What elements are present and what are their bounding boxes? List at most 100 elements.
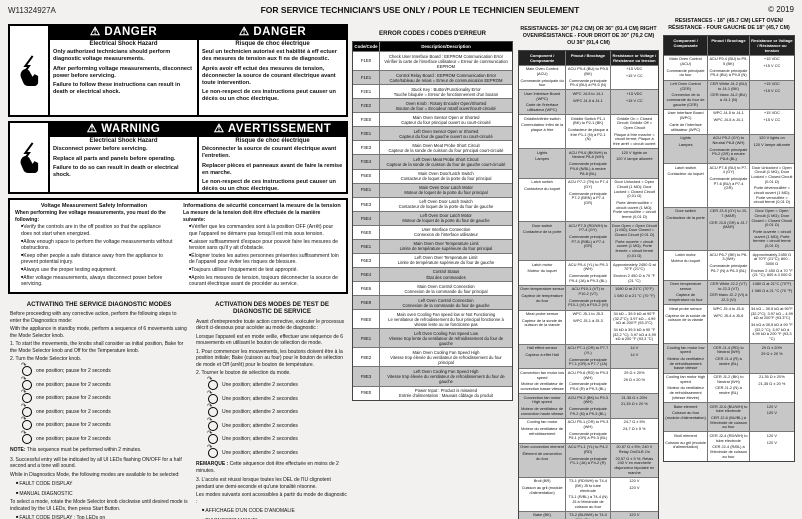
error-code-row: F2E1 Stuck Key : Button/Functionality Er…: [353, 84, 512, 99]
value-fr: 120 V: [766, 410, 777, 416]
pinout-fr: Commande principale P9-6 (R) à P9-3 (BL): [569, 381, 607, 391]
error-code: F6E3: [353, 253, 380, 267]
resistance-row: Griddle/infinite switch Commutateur infi…: [519, 114, 658, 149]
error-code: F8E1: [353, 329, 380, 348]
pinout-cell: ACU P7-5 (RD/WH) to P7-4 (GY) Commande p…: [566, 222, 611, 260]
pinout-cell: ACU P5-1 (OR) to P9-3 (WH) Commande prin…: [566, 418, 611, 443]
resistance-left-rows: Main Oven Control (ACU) Commande princip…: [664, 54, 794, 461]
value-fr: 120 V lampe allumée: [616, 156, 653, 162]
resistance-left-oven-section: RESISTANCES - 18" (45.7 CM) LEFT OVEN/ R…: [663, 18, 795, 462]
diagnostics-modes-intro-fr: Les modes suivants sont accessibles à pa…: [196, 492, 347, 505]
component-fr: Moteur de ventilateur de convection bass…: [520, 381, 564, 391]
value-en: Approximately 2450 Ω at 70°F (21°C): [612, 261, 656, 272]
error-code: F5E1: [353, 183, 380, 197]
value-cell: Approximately 2450 Ω at 70°F (21°C) Envi…: [611, 261, 658, 285]
col-pinout: Pinout / Brochage: [708, 35, 750, 55]
error-description-fr: Connexion de l'interface utilisateur: [414, 232, 478, 238]
component-en: Cooling fan motor high speed: [666, 374, 706, 384]
pinout-fr: Commande principale P7-5 (R/BL) à P7-4 (…: [569, 234, 607, 249]
component-en: Convection fan motor High speed: [523, 394, 561, 405]
error-code: F8E2: [353, 348, 380, 367]
hazard-instruction-line: Après avoir eff ectué des mesures de ten…: [202, 65, 336, 86]
component-en: Left Oven Control (CER): [670, 81, 701, 91]
value-fr: 34 kΩ à 39,5 kΩ à 90 °F (32,2 °C); 3,97 …: [612, 327, 656, 342]
component-cell: Latch switch Contacteur du loquet: [664, 164, 709, 207]
component-en: User Interface Board (WPC): [667, 110, 704, 121]
error-code: F6E6: [353, 282, 380, 296]
value-en: +15 VDC: [626, 66, 643, 72]
error-code-row: F6E9 Left Oven Control Connection Connex…: [353, 295, 512, 310]
value-en: 120 V: [766, 432, 777, 438]
error-description: Oven Knob : Rotary Encoder Open/Shorted …: [380, 99, 512, 112]
knob-step: Une position; attendre 2 secondes: [207, 444, 348, 458]
error-description-en: Main oven Cooling Fan speed low or Not F…: [396, 311, 496, 317]
value-cell: 1080 Ω at 21°C (70°F) 1 080 Ω à 21 °C (7…: [750, 281, 794, 305]
component-en: Griddle/infinite switch: [523, 115, 561, 121]
value-en: 120 V: [629, 512, 640, 518]
resistance-row: Latch switch Contacteur du loquet ACU P7…: [519, 177, 658, 222]
pinout-fr: Commande principale P7-1 (OR) à P7-7 (JA…: [568, 356, 608, 367]
value-cell: Approximately 2450 Ω at 70°F (21°C); 800…: [750, 251, 794, 279]
resistance-row: Latch switch Contacteur du loquet ACU P7…: [664, 163, 794, 207]
pinout-fr: Commande principale P5-1 (OR) à P9-3 (BL…: [568, 430, 608, 441]
pinout-en: ACU P10-1 (VT) to P10-2 (VT): [571, 286, 605, 296]
component-en: Latch switch: [674, 164, 697, 170]
safety-bullet: Toujours utiliser l'équipement de test a…: [189, 267, 341, 274]
resistance-row: User Interface Board (WPC) Carte de l'in…: [519, 89, 658, 115]
resistance-left-table: Component / Composante Pinout / Brochage…: [663, 34, 795, 462]
warning-subtitle-en: Electrical Shock Hazard: [89, 137, 158, 144]
pinout-cell: WPC J4-5 to J4-1 WPC J4-5 à J4-1: [708, 109, 750, 134]
component-fr: Contacteur du loquet: [524, 185, 561, 191]
value-en: 24.7 Ω ± 5%: [623, 419, 646, 425]
value-cell: 120 V 120 V: [750, 432, 794, 460]
resistance-table-header: Component / Composante Pinout / Brochage…: [519, 50, 658, 65]
error-description-en: Main Oven Door/Latch Switch: [418, 171, 474, 177]
component-cell: Door switch Contacteur de la porte: [519, 222, 567, 260]
value-en: Griddle On = Closed Circuit; Griddle Off…: [616, 115, 653, 130]
knob-step-label: Une position; attendre 2 secondes: [222, 395, 298, 402]
value-fr: Porte déverrouillée = circuit ouvert (1 …: [753, 185, 791, 205]
component-fr: Commutateur infini de la plaque à frire: [521, 122, 564, 132]
danger-box: ⚠ DANGER Electrical Shock Hazard Only au…: [8, 24, 348, 117]
error-code-row: F1E1 Control Relay Board : EEPROM Commun…: [353, 70, 512, 85]
error-description-fr: Vitesse trop lente du ventilateur de ref…: [388, 335, 504, 346]
value-fr: 14 V: [630, 351, 639, 357]
pinout-en: ACU P9-2 (GY) to Neutral P8-8 (WH): [712, 135, 745, 145]
error-code-row: F6E4 Control Status État des commandes: [353, 266, 512, 282]
value-cell: 34 kΩ – 39.5 kΩ at 90°F (32.2°C); 3.97 k…: [750, 305, 794, 343]
diagnostics-modes-intro-en: While in Diagnostics Mode, the following…: [10, 471, 180, 478]
error-description-en: Left Oven Cooling Fan Speed High: [413, 368, 479, 374]
error-code-row: F5E4 Left Oven Door Latch Motor Moteur d…: [353, 210, 512, 225]
hazard-instruction-line: Failure to do so can result in death or …: [53, 165, 179, 179]
error-table-header: Code/Code Description/Description: [353, 42, 512, 51]
error-code: F6E1: [353, 239, 380, 253]
component-fr: Commande principale du four: [520, 77, 564, 88]
component-fr: Capteur de la sonde de cuisson de la via…: [665, 312, 706, 323]
error-description: Control Status État des commandes: [380, 268, 512, 281]
pinout-cell: ACU P1-1 (YL) to P4-2 (RD) Commande prin…: [566, 443, 611, 477]
component-fr: Capteur de température du four: [521, 292, 563, 303]
pinout-en: ACU P6-7 (BK) to P6-3 (WH): [709, 251, 748, 262]
pinout-fr: CER J2-6 (BU/BL) à l'électrode de cuisso…: [709, 414, 748, 430]
document-number: W11324927A: [8, 6, 56, 15]
value-cell: 120 V 120 V: [611, 512, 658, 519]
component-fr: Contacteur du loquet: [667, 171, 704, 177]
error-code: F3E4: [353, 155, 380, 169]
value-cell: 21.35 Ω ± 20% 21,35 Ω ± 20 %: [750, 374, 794, 402]
error-code: F5E4: [353, 211, 380, 225]
value-fr: 29 Ω ± 20 %: [761, 351, 783, 357]
error-description-fr: Limite de température supérieure du four…: [399, 246, 493, 252]
pinout-cell: CER White J4-2 (BU) to J4-1 (BK) CER bla…: [708, 80, 750, 109]
pinout-cell: ACU P9-6 (RD) to P9-3 (WH) Commande prin…: [566, 369, 611, 394]
diagnostics-section-fr: ACTIVATION DES MODES DE TEST DE DIAGNOST…: [196, 301, 348, 519]
diagnostics-para: With the appliance in standby mode, perf…: [10, 326, 187, 339]
error-description: Power Input : Product is miswired Entrée…: [380, 387, 512, 400]
value-fr: +15 V CC: [763, 62, 781, 68]
knob-rotation-icon: [21, 362, 32, 377]
component-en: Broil (BR): [533, 478, 551, 484]
diagnostics-para: Before proceeding with any corrective ac…: [10, 311, 177, 324]
value-cell: Door Open = Open Circuit (1 MΩ); Door Cl…: [611, 222, 658, 260]
value-cell: 120 V lights on 120 V lampe allumée: [750, 135, 794, 163]
resistance-right-rows: Main Oven Control (ACU) Commande princip…: [519, 64, 658, 519]
component-fr: Lampes: [535, 156, 550, 162]
